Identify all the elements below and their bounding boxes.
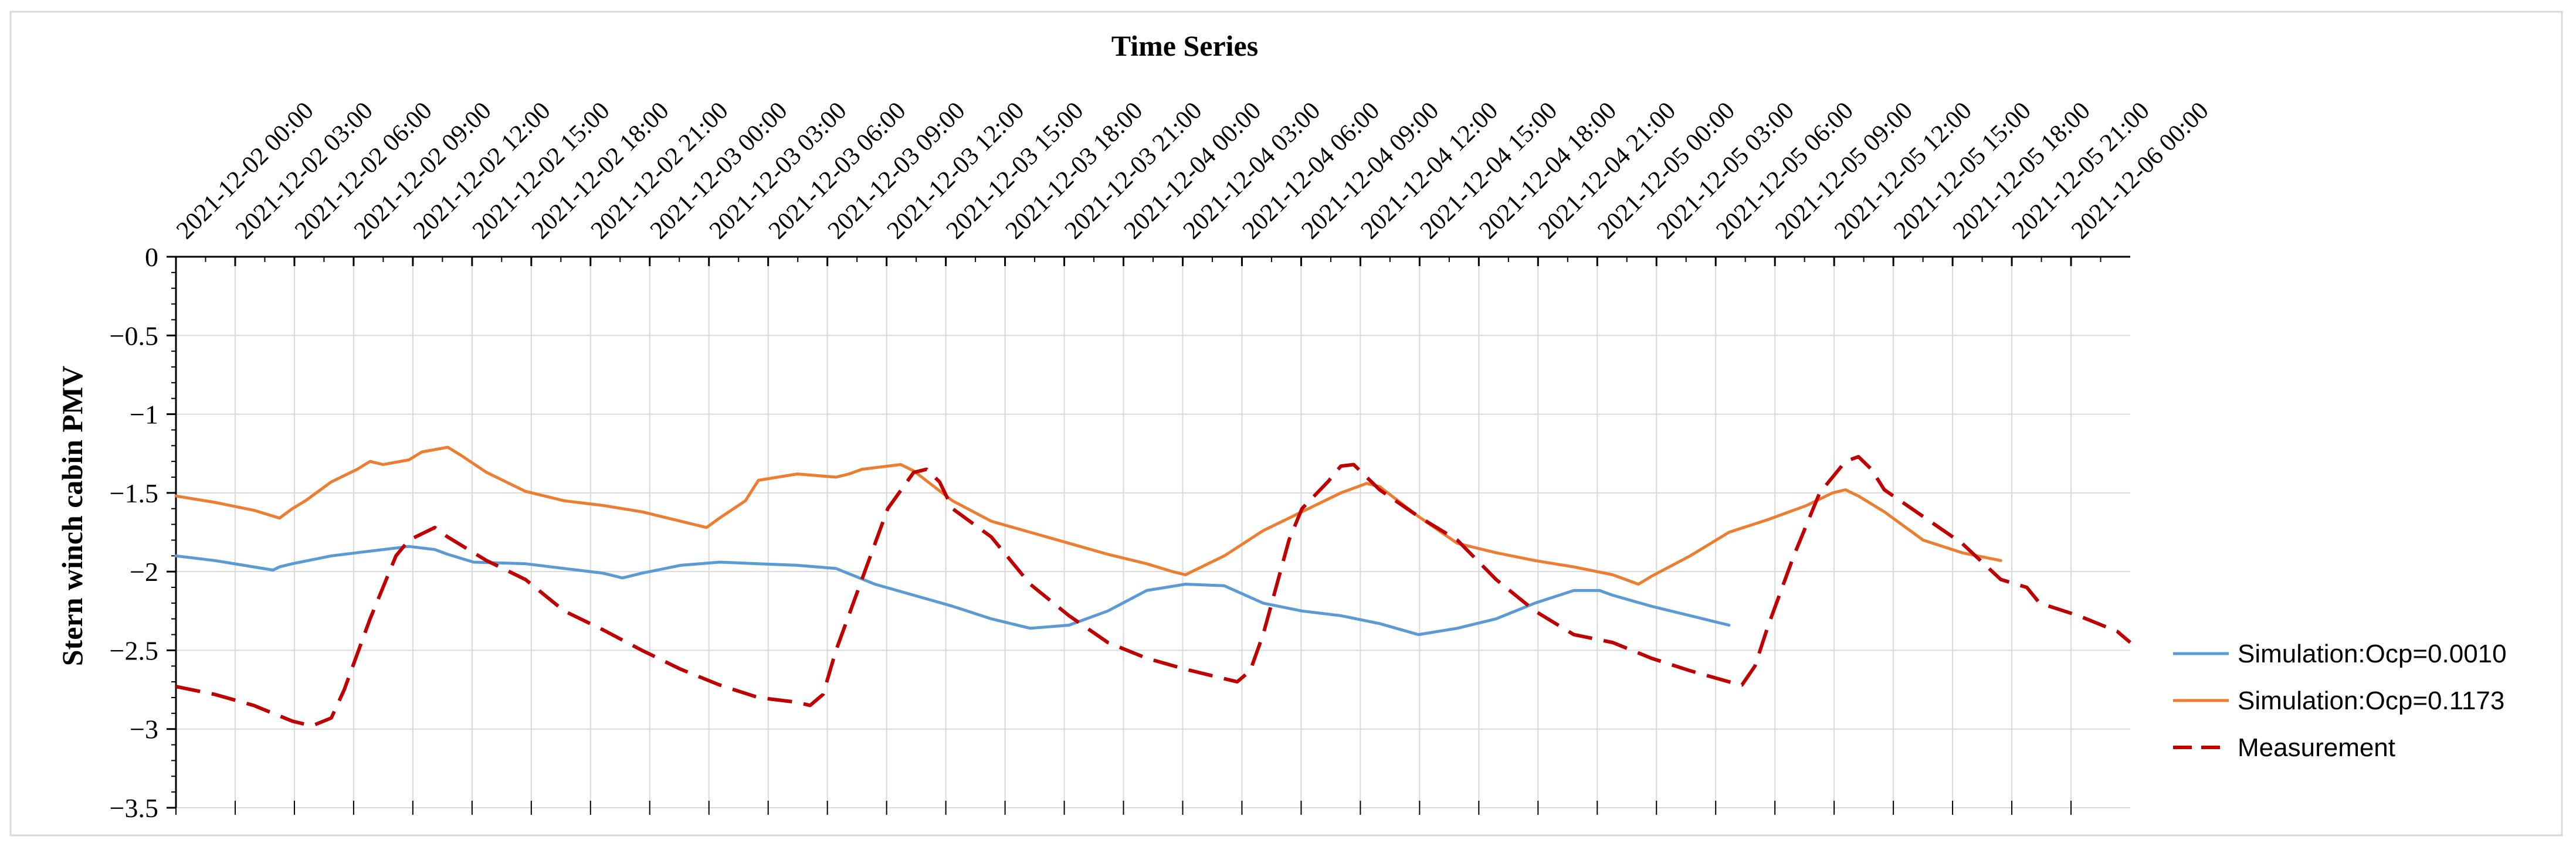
- chart-border: [9, 11, 2563, 836]
- y-tick-label: −2: [130, 557, 158, 587]
- chart-title: Time Series: [1111, 29, 1258, 62]
- y-tick-label: −3.5: [110, 793, 158, 823]
- y-axis-label: Stern winch cabin PMV: [56, 366, 89, 666]
- series-line-simulation-ocp-0-1173: [174, 445, 2002, 586]
- y-tick-label: −1.5: [110, 478, 158, 508]
- legend-label-measurement: Measurement: [2238, 733, 2395, 762]
- legend-label-simulation-ocp-0-1173: Simulation:Ocp=0.1173: [2238, 686, 2504, 715]
- legend: Simulation:Ocp=0.0010 Simulation:Ocp=0.11…: [2173, 640, 2507, 762]
- series-line-simulation-ocp-0-0010: [174, 545, 1731, 637]
- y-tick-label: −3: [130, 715, 158, 744]
- series-line-measurement: [175, 455, 2131, 728]
- y-tick-label: 0: [145, 242, 158, 272]
- y-tick-label: −0.5: [110, 321, 158, 351]
- y-tick-label: −2.5: [110, 635, 158, 665]
- series-lines: [174, 445, 2131, 728]
- y-tick-label: −1: [130, 400, 158, 430]
- legend-label-simulation-ocp-0-0010: Simulation:Ocp=0.0010: [2238, 640, 2507, 668]
